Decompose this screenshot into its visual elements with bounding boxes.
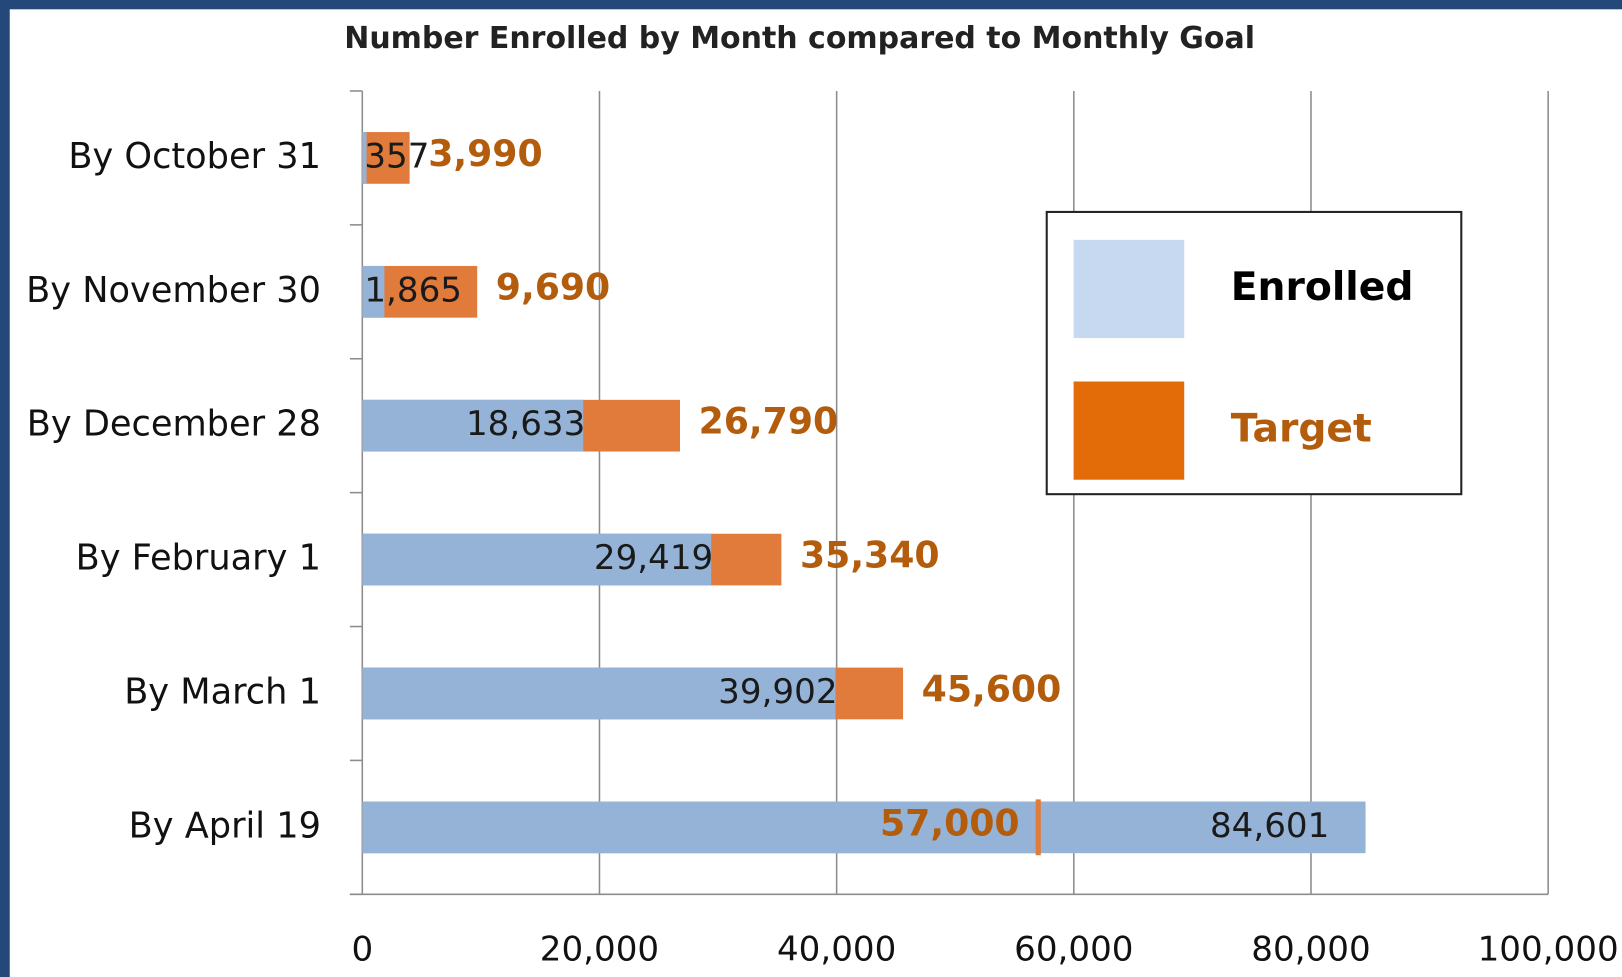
enrolled-label: 84,601 xyxy=(1210,806,1329,846)
x-tick-label: 100,000 xyxy=(1478,930,1619,970)
target-label: 9,690 xyxy=(496,266,610,309)
target-label: 35,340 xyxy=(800,534,940,577)
legend-label: Enrolled xyxy=(1231,265,1414,310)
target-bar xyxy=(362,132,410,184)
enrolled-bar xyxy=(362,801,1366,854)
y-tick-label: By December 28 xyxy=(27,404,321,445)
x-tick-label: 60,000 xyxy=(1014,930,1133,970)
target-label: 26,790 xyxy=(699,400,839,443)
target-label: 57,000 xyxy=(880,801,1020,844)
enrolled-label: 18,633 xyxy=(466,404,585,444)
y-tick-label: By October 31 xyxy=(68,136,321,177)
enrolled-label: 357 xyxy=(364,136,429,176)
x-tick-label: 20,000 xyxy=(540,930,659,970)
y-tick-label: By March 1 xyxy=(124,671,321,712)
chart-title: Number Enrolled by Month compared to Mon… xyxy=(344,21,1255,56)
enrolled-label: 39,902 xyxy=(718,672,837,712)
enrolled-bar xyxy=(362,399,584,452)
x-tick-label: 0 xyxy=(351,930,373,970)
enrolled-bar xyxy=(362,265,385,318)
x-tick-label: 40,000 xyxy=(777,930,896,970)
enrolled-bar xyxy=(362,533,712,586)
target-label: 45,600 xyxy=(922,667,1062,710)
enrolled-bar xyxy=(362,667,836,720)
y-tick-label: By April 19 xyxy=(129,805,321,846)
x-tick-label: 80,000 xyxy=(1251,930,1370,970)
legend-swatch xyxy=(1073,239,1185,339)
target-label: 3,990 xyxy=(428,132,542,175)
y-tick-label: By November 30 xyxy=(26,270,321,311)
legend-label: Target xyxy=(1231,407,1372,452)
enrolled-bar xyxy=(362,132,367,184)
enrolled-label: 29,419 xyxy=(594,538,713,578)
enrolled-label: 1,865 xyxy=(364,270,462,310)
legend-swatch xyxy=(1073,381,1185,480)
y-tick-label: By February 1 xyxy=(76,538,321,579)
